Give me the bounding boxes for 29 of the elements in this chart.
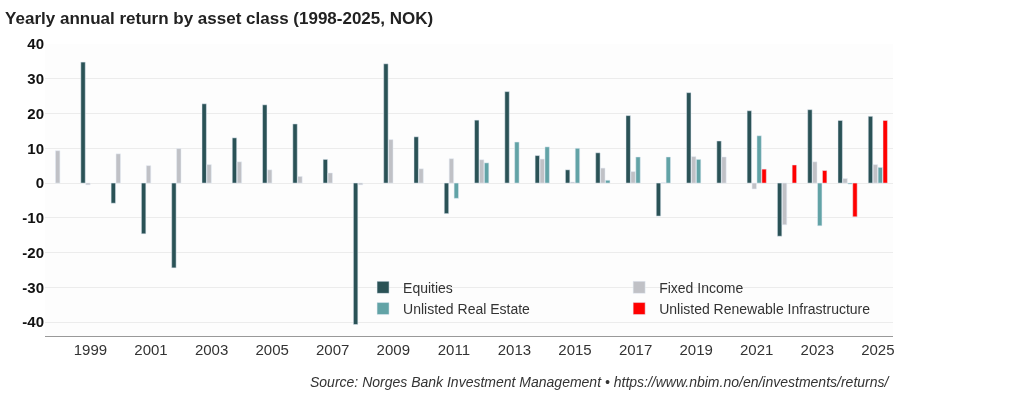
source-note: Source: Norges Bank Investment Management • https://www.nbim.no/en/investments/returns/ [310, 374, 891, 390]
x-tick-label: 2015 [558, 341, 592, 358]
y-tick-label: 20 [27, 104, 44, 122]
x-tick-label: 2007 [316, 341, 350, 358]
x-tick-label: 2001 [134, 341, 168, 358]
x-tick-label: 1999 [73, 341, 108, 358]
y-tick-label: 40 [27, 35, 44, 53]
x-tick-label: 2017 [618, 341, 653, 358]
x-tick-label: 2021 [740, 341, 774, 358]
y-tick-label: -40 [22, 313, 44, 331]
legend-label: Unlisted Renewable Infrastructure [659, 301, 871, 318]
x-tick-label: 2025 [861, 341, 895, 358]
legend-label: Unlisted Real Estate [403, 301, 531, 318]
y-tick-label: -20 [22, 243, 44, 261]
y-tick-label: -30 [22, 278, 44, 296]
x-tick-label: 2005 [255, 341, 289, 358]
chart-title: Yearly annual return by asset class (1998-2025, NOK) [5, 8, 434, 28]
y-tick-label: 0 [35, 174, 44, 192]
x-tick-label: 2011 [437, 341, 470, 358]
y-tick-label: 10 [27, 139, 44, 157]
legend-label: Equities [403, 279, 453, 296]
x-tick-label: 2003 [194, 341, 229, 358]
legend-label: Fixed Income [659, 279, 744, 296]
y-tick-label: 30 [27, 70, 44, 88]
x-tick-label: 2009 [376, 341, 410, 358]
x-tick-label: 2013 [497, 341, 532, 358]
y-tick-label: -10 [22, 209, 44, 227]
x-tick-label: 2023 [800, 341, 834, 358]
x-tick-label: 2019 [679, 341, 713, 358]
